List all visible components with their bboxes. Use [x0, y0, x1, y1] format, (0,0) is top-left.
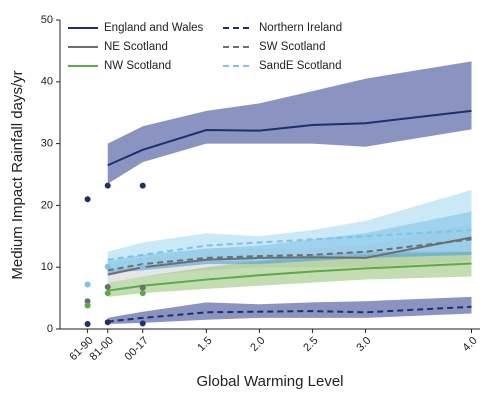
observed-point	[84, 321, 91, 328]
y-tick-label: 40	[41, 76, 53, 88]
observed-point	[139, 264, 146, 271]
y-tick-label: 0	[47, 323, 53, 335]
observed-point	[139, 182, 146, 189]
legend: England and Wales NE Scotland NW Scotland N…	[68, 22, 342, 72]
legend-label: England and Wales	[104, 22, 204, 34]
observed-point	[84, 281, 91, 288]
uncertainty-band	[107, 251, 472, 297]
x-tick-label: 00-17	[123, 335, 151, 363]
legend-label: SW Scotland	[259, 41, 325, 53]
x-tick-label: 4.0	[460, 335, 479, 354]
y-tick-label: 20	[41, 199, 53, 211]
x-tick-label: 3.0	[354, 335, 373, 354]
y-axis-title: Medium Impact Rainfall days/yr	[9, 70, 26, 279]
x-tick-label: 2.5	[301, 335, 320, 354]
observed-point	[139, 290, 146, 297]
observed-point	[84, 298, 91, 305]
observed-point	[139, 320, 146, 327]
x-axis-title: Global Warming Level	[196, 373, 343, 390]
legend-label: NE Scotland	[104, 41, 168, 53]
observed-point	[104, 182, 111, 189]
observed-point	[104, 263, 111, 270]
series-line	[107, 229, 472, 261]
observed-point	[84, 196, 91, 203]
y-tick-label: 10	[41, 261, 53, 273]
x-tick-label: 81-00	[88, 335, 116, 363]
observed-point	[104, 283, 111, 290]
legend-label: Northern Ireland	[259, 22, 342, 34]
y-tick-label: 50	[41, 14, 53, 26]
y-tick-label: 30	[41, 138, 53, 150]
series-line	[107, 109, 472, 167]
observed-point	[139, 284, 146, 291]
legend-label: SandE Scotland	[259, 60, 341, 72]
observed-point	[84, 302, 91, 309]
series-line	[107, 238, 472, 272]
series-line	[107, 305, 472, 323]
x-tick-label: 2.0	[248, 335, 267, 354]
uncertainty-band	[107, 61, 472, 184]
observed-point	[104, 290, 111, 297]
observed-point	[104, 319, 111, 326]
legend-label: NW Scotland	[104, 60, 171, 72]
x-tick-label: 1.5	[195, 335, 214, 354]
